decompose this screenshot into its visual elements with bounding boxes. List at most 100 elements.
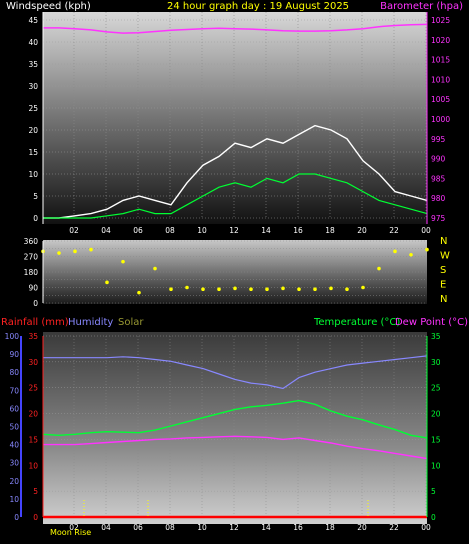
wind-panel-background [43,12,427,224]
rainfall-tick-label: 35 [28,332,38,341]
direction-point [233,286,237,291]
time-tick-label: 22 [389,523,399,532]
rainfall-tick-label: 10 [28,461,38,470]
wind-gust-series [43,124,428,219]
barometer-tick-label: 1025 [431,16,450,25]
direction-point [89,247,93,252]
direction-tick-label: 270 [24,253,39,262]
barometer-tick-label: 1015 [431,56,450,65]
barometer-tick-label: 990 [431,155,446,164]
wind-tick-label: 15 [28,148,38,157]
humidity-tick-label: 90 [9,350,19,359]
wind-tick-label: 20 [28,126,38,135]
humidity-tick-label: 20 [9,477,19,486]
rainfall-tick-label: 25 [28,384,38,393]
time-tick-label: 18 [325,523,335,532]
temperature-tick-label: 20 [431,410,441,419]
rainfall-tick-label: 30 [28,358,38,367]
windspeed-title: Windspeed (kph) [6,1,91,12]
compass-label: E [440,280,446,291]
humidity-tick-label: 30 [9,459,19,468]
time-tick-label: 02 [69,523,79,532]
time-tick-label: 20 [357,523,367,532]
barometer-tick-label: 1000 [431,115,450,124]
direction-point [329,286,333,291]
graph-date-title: 24 hour graph day : 19 August 2025 [167,1,349,12]
barometer-tick-label: 995 [431,135,446,144]
time-tick-label: 16 [293,523,303,532]
wind-tick-label: 45 [28,16,38,25]
compass-label: S [440,265,446,276]
direction-point [185,285,189,290]
wind-tick-label: 35 [28,60,38,69]
direction-point [377,266,381,271]
direction-point [345,287,349,292]
temperature-tick-label: 5 [431,487,436,496]
barometer-series [43,23,428,34]
humidity-tick-label: 10 [9,495,19,504]
time-tick-label: 08 [165,523,175,532]
direction-tick-label: 90 [28,284,38,293]
temperature-tick-label: 25 [431,384,441,393]
time-tick-label: 12 [229,226,239,235]
direction-point [105,280,109,285]
time-tick-label: 16 [293,226,303,235]
humidity-tick-label: 0 [14,513,19,522]
direction-point [281,286,285,291]
time-tick-label: 06 [133,226,143,235]
temperature-series [42,399,428,439]
time-tick-label: 14 [261,226,271,235]
direction-point [265,287,269,292]
temperature-tick-label: 35 [431,332,441,341]
temperature-panel-background [43,332,427,524]
time-tick-label: 10 [197,226,207,235]
time-tick-label: 20 [357,226,367,235]
barometer-tick-label: 1010 [431,75,450,84]
direction-tick-label: 0 [33,299,38,308]
time-tick-label: 00 [421,523,431,532]
wind-tick-label: 40 [28,38,38,47]
rainfall-tick-label: 0 [33,513,38,522]
wind-tick-label: 30 [28,82,38,91]
humidity-tick-label: 40 [9,441,19,450]
wind-tick-label: 0 [33,214,38,223]
wind-average-series [43,173,428,219]
time-tick-label: 10 [197,523,207,532]
direction-point [201,287,205,292]
humidity-tick-label: 80 [9,368,19,377]
direction-tick-label: 180 [24,268,39,277]
wind-tick-label: 25 [28,104,38,113]
dewpoint-series [43,435,428,460]
wind-tick-label: 10 [28,170,38,179]
time-tick-label: 00 [421,226,431,235]
barometer-tick-label: 975 [431,214,446,223]
rainfall-tick-label: 15 [28,435,38,444]
time-tick-label: 06 [133,523,143,532]
humidity-series [43,355,428,390]
compass-label: N [440,236,447,247]
humidity-tick-label: 70 [9,386,19,395]
time-tick-label: 04 [101,523,111,532]
moon-rise-label: Moon Rise [50,528,91,537]
time-tick-label: 22 [389,226,399,235]
time-tick-label: 08 [165,226,175,235]
direction-tick-label: 360 [24,237,39,246]
direction-point [409,252,413,257]
direction-point [57,251,61,255]
rainfall-title: Rainfall (mm) [1,317,69,328]
time-tick-label: 18 [325,226,335,235]
wind-tick-label: 5 [33,192,38,201]
temperature-tick-label: 0 [431,513,436,522]
direction-point [313,287,317,292]
compass-label: W [440,251,450,262]
humidity-title: Humidity [68,317,113,328]
rainfall-tick-label: 20 [28,410,38,419]
time-tick-label: 02 [69,226,79,235]
solar-title: Solar [118,317,144,328]
direction-point [169,287,173,292]
barometer-tick-label: 1005 [431,95,450,104]
barometer-tick-label: 980 [431,194,446,203]
barometer-tick-label: 985 [431,174,446,183]
direction-point [137,290,141,295]
